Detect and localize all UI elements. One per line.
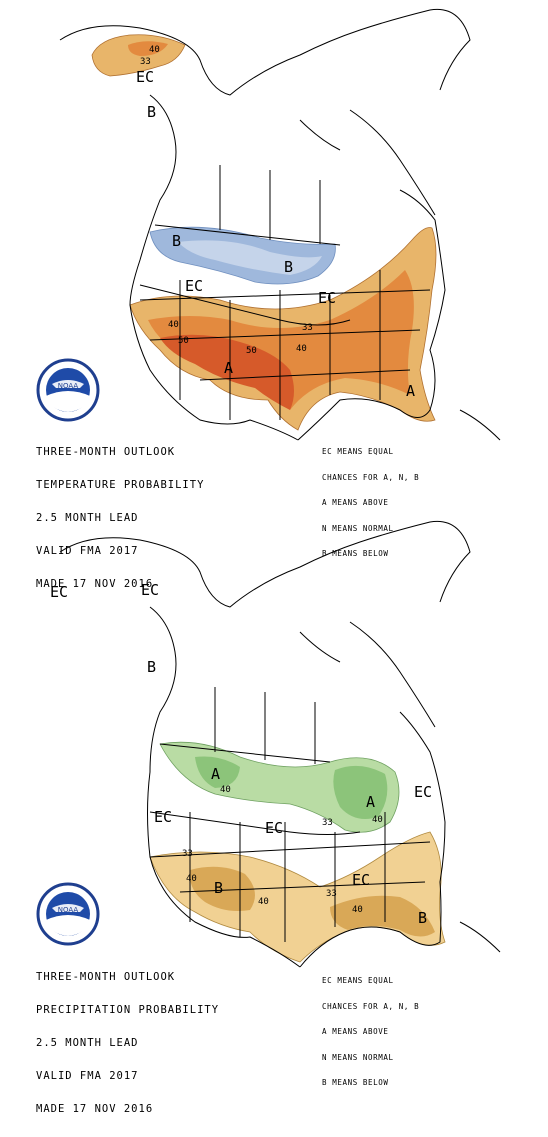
temp-title-line-3: 2.5 MONTH LEAD xyxy=(36,512,139,524)
precipitation-map: EC EC B A 40 A 33 40 EC EC EC 33 40 B 40… xyxy=(50,520,501,968)
precip-title-line-4: VALID FMA 2017 xyxy=(36,1070,139,1082)
noaa-logo: NOAA xyxy=(36,358,100,422)
temp-legend-line-2: CHANCES FOR A, N, B xyxy=(322,472,420,482)
label-b-west: B xyxy=(172,232,181,250)
precip-below-southwest-40 xyxy=(189,866,255,911)
temperature-outlook-panel: EC B 33 40 B B EC EC 33 40 50 50 40 A A … xyxy=(0,0,548,590)
temp-legend-line-3: A MEANS ABOVE xyxy=(322,498,389,507)
label-a-greatlakes: A xyxy=(366,793,375,811)
label-ec-central: EC xyxy=(318,289,336,307)
temp-legend-line-1: EC MEANS EQUAL xyxy=(322,447,394,456)
temp-above-south-50 xyxy=(160,334,294,410)
temp-title-line-1: THREE-MONTH OUTLOOK xyxy=(36,446,176,458)
temp-above-south-40 xyxy=(148,270,414,410)
label-33-greatlakes: 33 xyxy=(322,818,333,828)
label-33-southeast: 33 xyxy=(326,889,337,899)
precip-title-line-5: MADE 17 NOV 2016 xyxy=(36,1103,154,1115)
precip-title-block: THREE-MONTH OUTLOOK PRECIPITATION PROBAB… xyxy=(36,950,219,1137)
temperature-map: EC B 33 40 B B EC EC 33 40 50 50 40 A A xyxy=(59,8,501,441)
label-50-east: 50 xyxy=(246,346,257,356)
label-b-alaska: B xyxy=(147,103,156,121)
precip-below-south xyxy=(149,831,446,963)
label-50-west: 50 xyxy=(178,336,189,346)
precip-legend-line-4: N MEANS NORMAL xyxy=(322,1052,394,1062)
precip-legend-line-5: B MEANS BELOW xyxy=(322,1078,389,1087)
label-ec-west: EC xyxy=(185,277,203,295)
precip-legend-line-2: CHANCES FOR A, N, B xyxy=(322,1001,420,1011)
label-40-west: 40 xyxy=(220,785,231,795)
precip-title-line-2: PRECIPITATION PROBABILITY xyxy=(36,1004,220,1016)
precip-above-west-40 xyxy=(195,756,240,788)
precip-above-greatlakes-40 xyxy=(333,765,388,820)
label-a-southwest: A xyxy=(224,359,233,377)
label-40: 40 xyxy=(168,320,179,330)
temp-title-line-5: MADE 17 NOV 2016 xyxy=(36,578,154,590)
precip-title-line-3: 2.5 MONTH LEAD xyxy=(36,1037,139,1049)
label-ec-central: EC xyxy=(265,819,283,837)
label-ec-alaska-west: EC xyxy=(50,583,68,601)
label-40-alaska: 40 xyxy=(149,45,160,55)
label-40-east: 40 xyxy=(296,344,307,354)
logo-text: NOAA xyxy=(58,906,79,914)
label-33-alaska: 33 xyxy=(140,57,151,67)
precip-below-southeast-40 xyxy=(330,895,435,937)
label-b-southwest: B xyxy=(214,879,223,897)
temp-above-alaska-40 xyxy=(128,41,168,56)
precip-legend-line-3: A MEANS ABOVE xyxy=(322,1027,389,1036)
logo-text: NOAA xyxy=(58,382,79,390)
temp-legend-line-5: B MEANS BELOW xyxy=(322,549,389,558)
label-40-sw-edge: 40 xyxy=(258,897,269,907)
temp-legend-line-4: N MEANS NORMAL xyxy=(322,523,394,533)
label-b-alaska: B xyxy=(147,658,156,676)
precip-legend-line-1: EC MEANS EQUAL xyxy=(322,976,394,985)
label-ec-pacific: EC xyxy=(154,808,172,826)
precip-map-outlines xyxy=(59,520,501,968)
label-a-west: A xyxy=(211,765,220,783)
label-a-florida: A xyxy=(406,382,415,400)
label-ec-southeast: EC xyxy=(352,871,370,889)
precip-title-line-1: THREE-MONTH OUTLOOK xyxy=(36,971,176,983)
label-40-greatlakes: 40 xyxy=(372,815,383,825)
label-ec-alaska: EC xyxy=(136,68,154,86)
label-33: 33 xyxy=(302,323,313,333)
temp-title-line-4: VALID FMA 2017 xyxy=(36,545,139,557)
precipitation-outlook-panel: EC EC B A 40 A 33 40 EC EC EC 33 40 B 40… xyxy=(0,512,548,1115)
label-ec-east: EC xyxy=(414,783,432,801)
temp-map-outlines xyxy=(59,8,501,441)
label-40-southwest: 40 xyxy=(186,874,197,884)
label-33-southwest: 33 xyxy=(182,849,193,859)
label-40-southeast: 40 xyxy=(352,905,363,915)
label-b-central: B xyxy=(284,258,293,276)
temp-legend-block: EC MEANS EQUAL CHANCES FOR A, N, B A MEA… xyxy=(322,431,419,576)
precip-legend-block: EC MEANS EQUAL CHANCES FOR A, N, B A MEA… xyxy=(322,960,419,1105)
temp-title-block: THREE-MONTH OUTLOOK TEMPERATURE PROBABIL… xyxy=(36,425,204,612)
temp-map-labels: EC B 33 40 B B EC EC 33 40 50 50 40 A A xyxy=(136,45,415,400)
label-ec-alaska: EC xyxy=(141,581,159,599)
precip-map-labels: EC EC B A 40 A 33 40 EC EC EC 33 40 B 40… xyxy=(50,581,432,927)
noaa-logo: NOAA xyxy=(36,882,100,946)
temp-title-line-2: TEMPERATURE PROBABILITY xyxy=(36,479,205,491)
label-b-florida: B xyxy=(418,909,427,927)
temp-below-band-light xyxy=(178,240,322,275)
